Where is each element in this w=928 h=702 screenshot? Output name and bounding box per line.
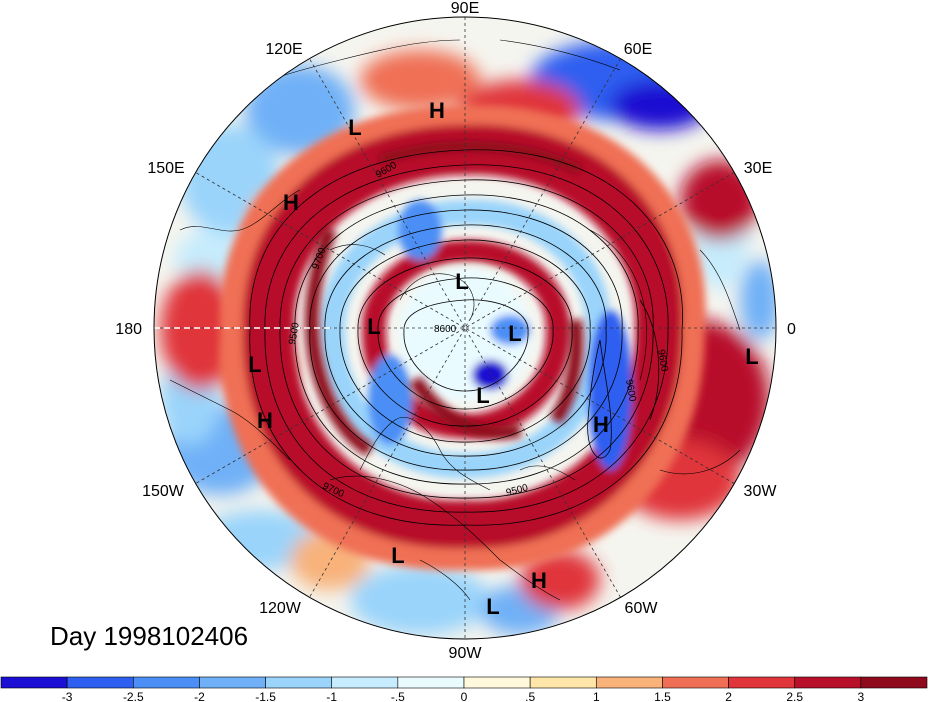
lon-label-30w: 30W — [744, 483, 778, 500]
colorbar-swatch — [662, 676, 729, 689]
pressure-low: L — [486, 594, 499, 619]
colorbar-swatch — [331, 676, 399, 689]
pressure-system-markers: H L H L L L L L H L H L L H L — [248, 98, 758, 619]
colorbar-tick-label: 2 — [725, 690, 732, 702]
colorbar: -3 -2.5 -2 -1.5 -1 -.5 0 .5 1 1.5 2 2.5 3 — [0, 676, 928, 702]
colorbar-tick-label: 0 — [461, 690, 468, 702]
pressure-high: H — [531, 568, 547, 593]
lon-label-30e: 30E — [744, 160, 772, 177]
colorbar-swatch — [265, 676, 333, 689]
colorbar-tick-label: -2 — [194, 690, 205, 702]
contour-label: 9600 — [655, 349, 670, 373]
pressure-low: L — [508, 321, 521, 346]
colorbar-swatch — [728, 676, 796, 689]
lon-label-60w: 60W — [625, 600, 659, 617]
colorbar-swatch — [132, 676, 200, 689]
pressure-low: L — [455, 269, 468, 294]
pressure-high: H — [593, 412, 609, 437]
contour-label: 9500 — [287, 321, 302, 345]
colorbar-tick-label: 3 — [858, 690, 865, 702]
lon-label-150w: 150W — [142, 483, 185, 500]
colorbar-swatch — [794, 676, 862, 689]
colorbar-swatch — [463, 676, 531, 689]
colorbar-tick-label: 1.5 — [654, 690, 671, 702]
colorbar-tick-label: 2.5 — [786, 690, 803, 702]
pressure-high: H — [257, 408, 273, 433]
colorbar-swatch — [199, 676, 266, 689]
colorbar-swatch — [397, 676, 465, 689]
colorbar-swatch — [66, 676, 134, 689]
lon-label-180: 180 — [115, 321, 142, 338]
colorbar-swatch — [595, 676, 663, 689]
contour-label: 9600 — [623, 379, 638, 403]
colorbar-tick-label: .5 — [525, 690, 535, 702]
pressure-high: H — [429, 98, 445, 123]
lon-label-60e: 60E — [624, 41, 652, 58]
colorbar-tick-label: 1 — [593, 690, 600, 702]
colorbar-tick-label: -3 — [62, 690, 73, 702]
pressure-low: L — [367, 314, 380, 339]
colorbar-swatch — [0, 676, 68, 689]
colorbar-tick-label: -1 — [326, 690, 337, 702]
lon-label-90e: 90E — [451, 0, 479, 17]
map-border — [153, 16, 777, 640]
colorbar-swatch — [860, 676, 928, 689]
pressure-low: L — [348, 115, 361, 140]
pressure-low: L — [391, 543, 404, 568]
colorbar-tick-label: -1.5 — [255, 690, 276, 702]
colorbar-tick-label: -2.5 — [123, 690, 144, 702]
lon-label-0: 0 — [787, 321, 796, 338]
coastlines — [169, 39, 741, 601]
lon-label-90w: 90W — [449, 645, 483, 662]
date-title: Day 1998102406 — [50, 621, 248, 651]
lon-label-120e: 120E — [265, 41, 302, 58]
longitude-labels: 90E 60E 30E 0 30W 60W 90W 120W 150W 180 … — [115, 0, 796, 662]
pressure-low: L — [476, 383, 489, 408]
lon-label-120w: 120W — [259, 600, 302, 617]
contour-label: 8600 — [434, 324, 457, 335]
pressure-high: H — [283, 190, 299, 215]
colorbar-tick-label: -.5 — [391, 690, 405, 702]
lon-label-150e: 150E — [147, 160, 184, 177]
colorbar-swatch — [529, 676, 597, 689]
pressure-low: L — [248, 352, 261, 377]
pressure-low: L — [745, 344, 758, 369]
anomaly-field — [154, 17, 776, 639]
